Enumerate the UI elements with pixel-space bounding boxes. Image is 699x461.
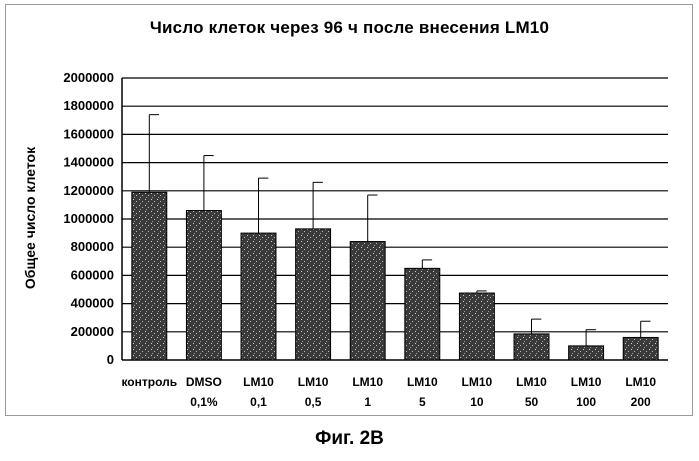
bar [623,337,658,360]
x-tick-label: 100 [576,395,596,409]
x-tick-label: 50 [525,395,539,409]
bar [569,346,604,360]
y-tick-label: 600000 [71,267,114,282]
x-tick-label: LM10 [243,375,274,389]
x-tick-label: LM10 [625,375,656,389]
bar [186,211,221,360]
bar [296,229,331,360]
y-tick-label: 400000 [71,296,114,311]
x-tick-label: LM10 [516,375,547,389]
x-tick-label: LM10 [298,375,329,389]
x-tick-label: 200 [631,395,651,409]
y-tick-label: 2000000 [63,70,114,85]
x-tick-label: LM10 [407,375,438,389]
y-tick-label: 1000000 [63,211,114,226]
y-axis-label: Общее число клеток [22,146,38,289]
x-tick-label: контроль [121,375,177,389]
x-tick-label: 1 [364,395,371,409]
bar [132,192,167,360]
x-tick-label: LM10 [462,375,493,389]
y-tick-label: 1400000 [63,155,114,170]
x-tick-label: 10 [470,395,484,409]
bar [405,268,440,360]
y-tick-label: 200000 [71,324,114,339]
y-tick-label: 1800000 [63,98,114,113]
y-tick-label: 1200000 [63,183,114,198]
x-tick-label: 0,5 [305,395,322,409]
x-tick-label: 0,1% [190,395,218,409]
y-tick-label: 800000 [71,239,114,254]
y-tick-label: 0 [107,352,114,367]
x-tick-label: 5 [419,395,426,409]
x-tick-label: LM10 [352,375,383,389]
x-tick-label: 0,1 [250,395,267,409]
figure-caption: Фиг. 2В [0,428,699,450]
bar [459,293,494,360]
x-tick-label: DMSO [186,375,222,389]
bar [514,334,549,360]
x-tick-label: LM10 [571,375,602,389]
y-tick-label: 1600000 [63,126,114,141]
bar [241,233,276,360]
bar [350,242,385,360]
